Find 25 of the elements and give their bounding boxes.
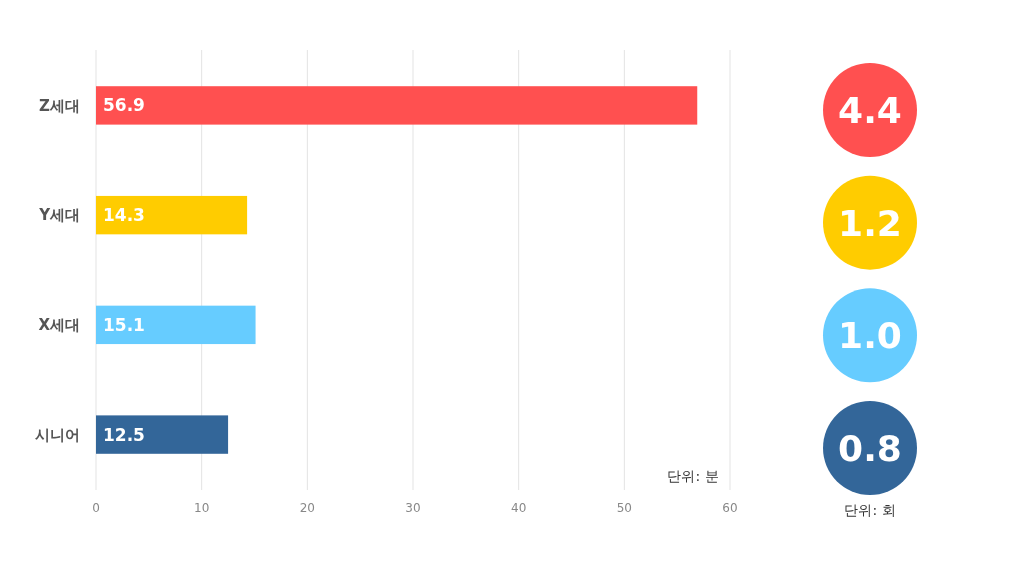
y-tick-label: X세대	[38, 316, 80, 335]
data-label: 0.8	[838, 427, 902, 469]
data-label: 4.4	[838, 89, 902, 131]
data-label: 1.2	[838, 202, 902, 244]
bar	[96, 305, 256, 345]
x-tick-label: 0	[92, 501, 100, 515]
y-tick-label: Y세대	[38, 206, 80, 225]
x-tick-label: 10	[194, 501, 210, 515]
bar	[96, 415, 229, 454]
y-tick-label: 시니어	[35, 425, 80, 444]
x-tick-label: 20	[299, 501, 315, 515]
data-label: 1.0	[838, 315, 902, 357]
x-tick-label: 60	[722, 501, 738, 515]
x-tick-label: 40	[511, 501, 527, 515]
data-label: 12.5	[103, 424, 145, 445]
y-tick-label: Z세대	[39, 96, 80, 115]
x-tick-label: 30	[405, 501, 421, 515]
annotation: 단위: 분	[667, 468, 719, 484]
data-label: 14.3	[103, 205, 145, 226]
data-label: 15.1	[103, 314, 145, 335]
data-label: 56.9	[103, 95, 145, 116]
x-tick-label: 50	[616, 501, 632, 515]
bar	[96, 86, 698, 125]
bar	[96, 195, 248, 235]
text: 단위: 회	[844, 502, 896, 518]
